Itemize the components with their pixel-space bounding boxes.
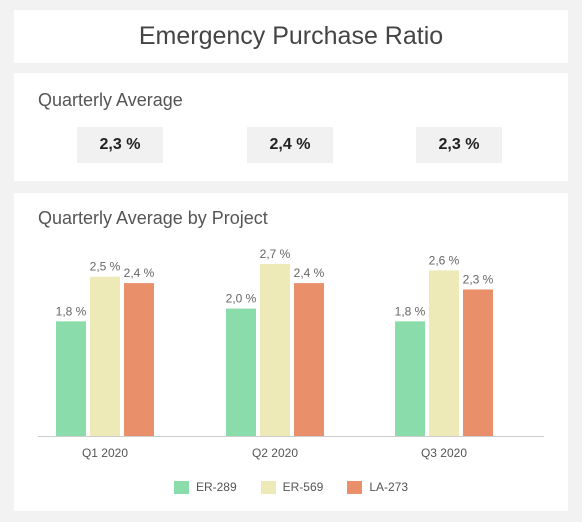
- bar-er-569-1: [90, 276, 120, 436]
- legend-label: ER-289: [195, 480, 237, 494]
- bar-value-label: 1,8 %: [56, 304, 87, 318]
- legend-item-la-273: LA-273: [347, 480, 408, 494]
- quarterly-average-panel: Quarterly Average 2,3 % 2,4 % 2,3 %: [14, 73, 568, 181]
- project-chart-title: Quarterly Average by Project: [38, 208, 268, 228]
- bar-er-569-3: [429, 270, 459, 436]
- bar-la-273-3: [463, 289, 493, 436]
- x-tick-label: Q1 2020: [82, 446, 128, 460]
- bar-la-273-1: [124, 283, 154, 436]
- legend-item-er-289: ER-289: [173, 480, 237, 494]
- bar-value-label: 2,4 %: [124, 266, 155, 280]
- page-title: Emergency Purchase Ratio: [138, 22, 444, 50]
- bar-value-label: 2,6 %: [429, 253, 460, 267]
- legend-label: ER-569: [282, 480, 324, 494]
- title-panel: Emergency Purchase Ratio: [14, 10, 568, 63]
- bar-la-273-2: [294, 283, 324, 436]
- bar-value-label: 2,4 %: [294, 266, 325, 280]
- project-chart-panel: Quarterly Average by Project 1,8 % 2,5 % 2…: [14, 193, 568, 511]
- x-tick-label: Q2 2020: [252, 446, 298, 460]
- legend-label: LA-273: [369, 480, 409, 494]
- bar-er-289-2: [226, 308, 256, 436]
- legend-swatch: [260, 480, 276, 494]
- chart-legend: ER-289 ER-569 LA-273: [14, 480, 568, 494]
- bar-value-label: 2,3 %: [463, 272, 494, 286]
- kpi-q1-value: 2,3 %: [77, 127, 163, 163]
- bar-value-label: 1,8 %: [395, 304, 426, 318]
- quarterly-average-title: Quarterly Average: [38, 90, 183, 110]
- bar-er-289-3: [395, 321, 425, 436]
- bar-value-label: 2,0 %: [226, 292, 257, 306]
- legend-item-er-569: ER-569: [260, 480, 324, 494]
- legend-swatch: [347, 480, 363, 494]
- x-tick-label: Q3 2020: [421, 446, 467, 460]
- bar-value-label: 2,7 %: [260, 247, 291, 261]
- bar-value-label: 2,5 %: [90, 260, 121, 274]
- bar-er-569-2: [260, 264, 290, 436]
- kpi-q2-value: 2,4 %: [247, 127, 333, 163]
- bar-er-289-1: [56, 321, 86, 436]
- legend-swatch: [173, 480, 189, 494]
- kpi-q3-value: 2,3 %: [416, 127, 502, 163]
